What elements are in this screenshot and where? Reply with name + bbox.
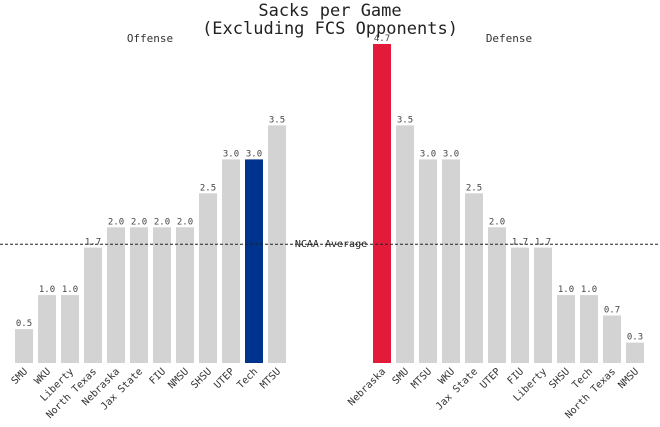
offense-value-label-mtsu: 3.5 bbox=[269, 115, 285, 125]
offense-bar-nebraska bbox=[107, 227, 125, 363]
ncaa-average-label: NCAA Average bbox=[295, 239, 367, 250]
offense-tick-label-smu: SMU bbox=[10, 366, 31, 387]
offense-bar-fiu bbox=[153, 227, 171, 363]
offense-tick-label-fiu: FIU bbox=[148, 366, 169, 387]
defense-bar-nmsu bbox=[626, 342, 644, 363]
ncaa-average-reference: NCAA Average bbox=[0, 239, 660, 250]
defense-panel-title: Defense bbox=[486, 32, 532, 45]
defense-bar-nebraska bbox=[373, 44, 391, 363]
defense-bar-jax-state bbox=[465, 193, 483, 363]
chart-title-line-2: (Excluding FCS Opponents) bbox=[202, 19, 458, 39]
offense-tick-label-utep: UTEP bbox=[212, 366, 237, 391]
defense-value-label-mtsu: 3.0 bbox=[420, 149, 436, 159]
offense-tick-label-shsu: SHSU bbox=[189, 366, 214, 391]
defense-bar-north-texas bbox=[603, 315, 621, 363]
offense-bar-utep bbox=[222, 159, 240, 363]
defense-value-label-nebraska: 4.7 bbox=[374, 34, 390, 44]
offense-value-label-jax-state: 2.0 bbox=[131, 217, 147, 227]
offense-value-label-shsu: 2.5 bbox=[200, 183, 216, 193]
offense-value-label-wku: 1.0 bbox=[39, 285, 55, 295]
defense-tick-label-utep: UTEP bbox=[478, 366, 503, 391]
offense-bar-wku bbox=[38, 295, 56, 363]
defense-tick-label-nmsu: NMSU bbox=[616, 366, 641, 391]
defense-value-label-wku: 3.0 bbox=[443, 149, 459, 159]
chart-title-line-1: Sacks per Game bbox=[258, 1, 401, 21]
defense-value-label-liberty: 1.7 bbox=[535, 238, 551, 248]
defense-value-label-nmsu: 0.3 bbox=[627, 333, 643, 343]
defense-bar-utep bbox=[488, 227, 506, 363]
offense-bar-north-texas bbox=[84, 247, 102, 363]
defense-tick-label-shsu: SHSU bbox=[547, 366, 572, 391]
offense-value-label-north-texas: 1.7 bbox=[85, 238, 101, 248]
offense-value-label-liberty: 1.0 bbox=[62, 285, 78, 295]
defense-tick-label-mtsu: MTSU bbox=[409, 366, 434, 391]
defense-bar-mtsu bbox=[419, 159, 437, 363]
offense-tick-label-tech: Tech bbox=[235, 366, 260, 391]
defense-bar-fiu bbox=[511, 247, 529, 363]
offense-bar-nmsu bbox=[176, 227, 194, 363]
defense-bar-shsu bbox=[557, 295, 575, 363]
offense-value-label-tech: 3.0 bbox=[246, 149, 262, 159]
defense-value-label-shsu: 1.0 bbox=[558, 285, 574, 295]
defense-tick-label-nebraska: Nebraska bbox=[346, 366, 388, 408]
defense-value-label-smu: 3.5 bbox=[397, 115, 413, 125]
offense-bar-liberty bbox=[61, 295, 79, 363]
chart-title: Sacks per Game(Excluding FCS Opponents) bbox=[202, 1, 458, 39]
offense-panel-title: Offense bbox=[127, 32, 173, 45]
defense-value-label-north-texas: 0.7 bbox=[604, 306, 620, 316]
defense-bar-wku bbox=[442, 159, 460, 363]
defense-bar-liberty bbox=[534, 247, 552, 363]
defense-value-label-jax-state: 2.5 bbox=[466, 183, 482, 193]
offense-tick-label-mtsu: MTSU bbox=[258, 366, 283, 391]
defense-value-label-tech: 1.0 bbox=[581, 285, 597, 295]
offense-value-label-fiu: 2.0 bbox=[154, 217, 170, 227]
defense-panel: Defense4.7Nebraska3.5SMU3.0MTSU3.0WKU2.5… bbox=[346, 32, 644, 421]
offense-bar-shsu bbox=[199, 193, 217, 363]
offense-bar-smu bbox=[15, 329, 33, 363]
offense-value-label-nebraska: 2.0 bbox=[108, 217, 124, 227]
defense-bar-tech bbox=[580, 295, 598, 363]
defense-tick-label-smu: SMU bbox=[391, 366, 412, 387]
offense-bar-jax-state bbox=[130, 227, 148, 363]
offense-bar-tech bbox=[245, 159, 263, 363]
offense-value-label-smu: 0.5 bbox=[16, 319, 32, 329]
offense-value-label-nmsu: 2.0 bbox=[177, 217, 193, 227]
offense-tick-label-nmsu: NMSU bbox=[166, 366, 191, 391]
defense-value-label-utep: 2.0 bbox=[489, 217, 505, 227]
offense-value-label-utep: 3.0 bbox=[223, 149, 239, 159]
defense-tick-label-jax-state: Jax State bbox=[434, 366, 480, 412]
defense-value-label-fiu: 1.7 bbox=[512, 238, 528, 248]
